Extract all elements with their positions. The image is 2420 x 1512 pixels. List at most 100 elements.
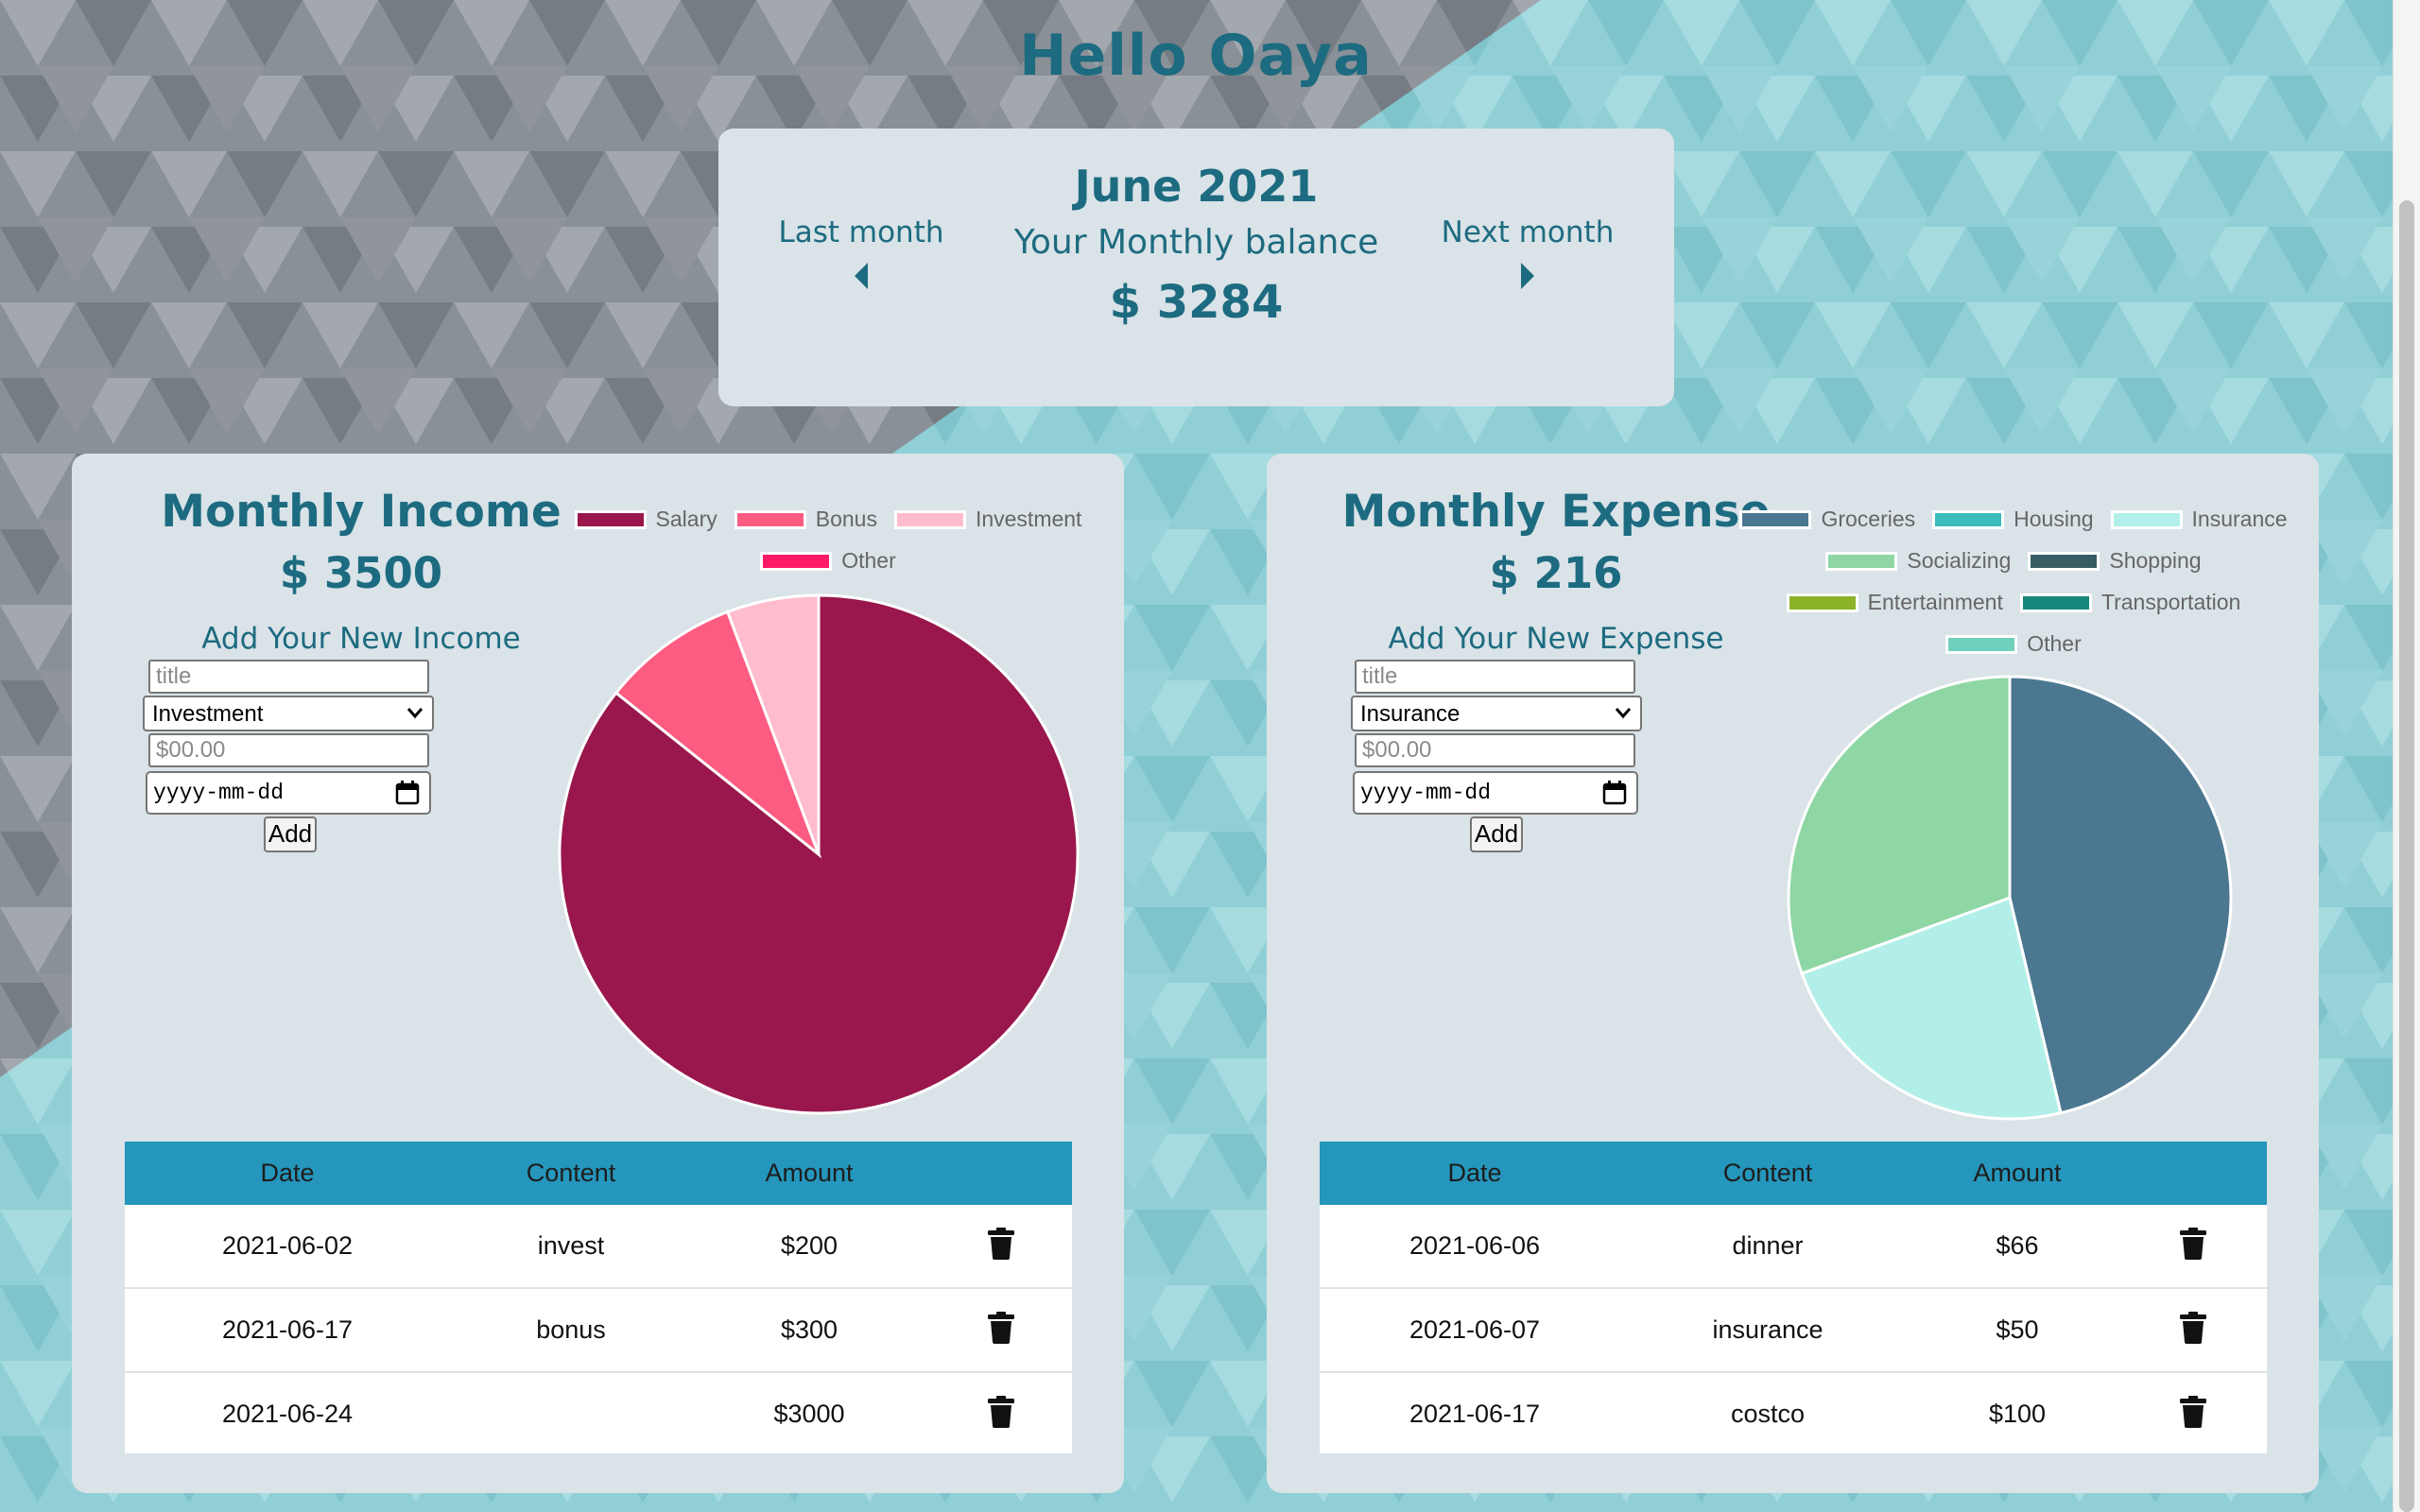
income-form-heading: Add Your New Income xyxy=(201,622,521,656)
cell-amount: $300 xyxy=(780,1315,838,1344)
income-pie-chart xyxy=(558,593,1080,1115)
legend-item[interactable]: Bonus xyxy=(734,507,877,532)
income-title: Monthly Income xyxy=(161,486,562,538)
cell-amount: $3000 xyxy=(773,1400,845,1428)
cell-content: invest xyxy=(537,1231,605,1260)
legend-swatch xyxy=(893,509,966,529)
greeting-title: Hello Oaya xyxy=(1019,23,1373,89)
cell-content: bonus xyxy=(536,1315,606,1344)
expense-date-placeholder: yyyy-mm-dd xyxy=(1360,781,1492,805)
cell-content: insurance xyxy=(1712,1315,1824,1344)
income-title-input[interactable]: title xyxy=(148,660,429,694)
legend-swatch xyxy=(574,509,647,529)
calendar-icon[interactable] xyxy=(395,781,420,805)
legend-swatch xyxy=(1739,509,1812,529)
income-add-button[interactable]: Add xyxy=(264,816,317,852)
legend-swatch xyxy=(2019,593,2092,612)
income-legend: Salary Bonus Investment Other xyxy=(526,507,1131,573)
income-date-input[interactable]: yyyy-mm-dd xyxy=(146,771,431,815)
expense-amount-input[interactable]: $00.00 xyxy=(1355,733,1635,767)
legend-item[interactable]: Entertainment xyxy=(1786,590,2003,615)
trash-icon[interactable] xyxy=(2180,1312,2206,1344)
column-header-content: Content xyxy=(1722,1159,1813,1187)
column-header-amount: Amount xyxy=(1973,1159,2062,1187)
legend-row: Salary Bonus Investment xyxy=(526,507,1131,532)
pie-slice-investment[interactable] xyxy=(725,593,821,855)
expense-table: Date Content Amount 2021-06-06 dinner $66 2021… xyxy=(1320,1142,2267,1453)
chevron-down-icon xyxy=(1615,708,1632,719)
income-category-select[interactable]: Investment xyxy=(143,696,434,731)
pie-slice-insurance[interactable] xyxy=(1800,896,2063,1121)
caret-right-icon[interactable] xyxy=(1520,263,1535,289)
caret-left-icon[interactable] xyxy=(854,263,869,289)
legend-row: Entertainment Transportation xyxy=(1711,590,2316,615)
cell-date: 2021-06-17 xyxy=(221,1315,354,1344)
pie-slice-socializing[interactable] xyxy=(1787,675,2012,975)
table-row: 2021-06-07 insurance $50 xyxy=(1320,1289,2267,1373)
cell-amount: $100 xyxy=(1988,1400,2047,1428)
legend-item[interactable]: Socializing xyxy=(1825,548,2011,574)
table-row: 2021-06-17 bonus $300 xyxy=(125,1289,1072,1373)
expense-category-value: Insurance xyxy=(1360,701,1461,727)
cell-date: 2021-06-17 xyxy=(1409,1400,1541,1428)
legend-item[interactable]: Housing xyxy=(1932,507,2094,532)
legend-label: Investment xyxy=(975,507,1082,531)
trash-icon[interactable] xyxy=(988,1228,1014,1260)
table-row: 2021-06-06 dinner $66 xyxy=(1320,1205,2267,1289)
legend-row: Groceries Housing Insurance xyxy=(1711,507,2316,532)
expense-card: Monthly Expense $ 216 Add Your New Expen… xyxy=(1267,454,2319,1493)
income-date-placeholder: yyyy-mm-dd xyxy=(153,781,285,805)
legend-swatch xyxy=(734,509,806,529)
trash-icon[interactable] xyxy=(2180,1228,2206,1260)
expense-add-button[interactable]: Add xyxy=(1470,816,1523,852)
table-header: Date Content Amount xyxy=(125,1142,1072,1205)
expense-form-heading: Add Your New Expense xyxy=(1388,622,1724,656)
table-row: 2021-06-17 costco $100 xyxy=(1320,1373,2267,1453)
cell-content: dinner xyxy=(1732,1231,1804,1260)
expense-category-select[interactable]: Insurance xyxy=(1351,696,1642,731)
expense-legend: Groceries Housing Insurance Socializing Shop… xyxy=(1711,507,2316,658)
column-header-date: Date xyxy=(260,1159,315,1187)
pie-slice-bonus[interactable] xyxy=(614,610,822,859)
expense-title: Monthly Expense xyxy=(1341,486,1771,538)
pie-slice-groceries[interactable] xyxy=(2008,675,2233,1115)
legend-label: Insurance xyxy=(2191,507,2288,531)
calendar-icon[interactable] xyxy=(1602,781,1627,805)
legend-item[interactable]: Investment xyxy=(893,507,1082,532)
trash-icon[interactable] xyxy=(2180,1396,2206,1428)
legend-label: Housing xyxy=(2014,507,2094,531)
expense-pie-chart xyxy=(1787,675,2233,1121)
trash-icon[interactable] xyxy=(988,1396,1014,1428)
month-balance-card: Last month June 2021 Your Monthly balanc… xyxy=(718,129,1674,406)
balance-value: $ 3284 xyxy=(1109,276,1284,329)
legend-label: Transportation xyxy=(2100,590,2241,614)
legend-item[interactable]: Other xyxy=(760,548,896,574)
next-month-button[interactable]: Next month xyxy=(1414,215,1641,289)
legend-item[interactable]: Insurance xyxy=(2110,507,2288,532)
scrollbar-thumb[interactable] xyxy=(2399,200,2414,1512)
legend-item[interactable]: Transportation xyxy=(2019,590,2241,615)
legend-row: Other xyxy=(526,548,1131,574)
legend-label: Socializing xyxy=(1907,548,2012,573)
legend-label: Bonus xyxy=(815,507,877,531)
legend-swatch xyxy=(2110,509,2183,529)
income-amount-input[interactable]: $00.00 xyxy=(148,733,429,767)
income-card: Monthly Income $ 3500 Add Your New Incom… xyxy=(72,454,1124,1493)
legend-item[interactable]: Salary xyxy=(574,507,717,532)
legend-swatch xyxy=(1945,634,2018,654)
income-total: $ 3500 xyxy=(279,548,443,598)
cell-date: 2021-06-24 xyxy=(221,1400,354,1428)
legend-item[interactable]: Shopping xyxy=(2028,548,2202,574)
last-month-button[interactable]: Last month xyxy=(748,215,975,289)
expense-title-input[interactable]: title xyxy=(1355,660,1635,694)
legend-row: Socializing Shopping xyxy=(1711,548,2316,574)
table-row: 2021-06-02 invest $200 xyxy=(125,1205,1072,1289)
expense-total: $ 216 xyxy=(1489,548,1623,598)
expense-date-input[interactable]: yyyy-mm-dd xyxy=(1353,771,1638,815)
legend-item[interactable]: Groceries xyxy=(1739,507,1915,532)
trash-icon[interactable] xyxy=(988,1312,1014,1344)
legend-label: Other xyxy=(841,548,896,573)
current-month: June 2021 xyxy=(1074,161,1319,212)
scrollbar[interactable] xyxy=(2393,0,2420,1512)
legend-item[interactable]: Other xyxy=(1945,631,2082,657)
